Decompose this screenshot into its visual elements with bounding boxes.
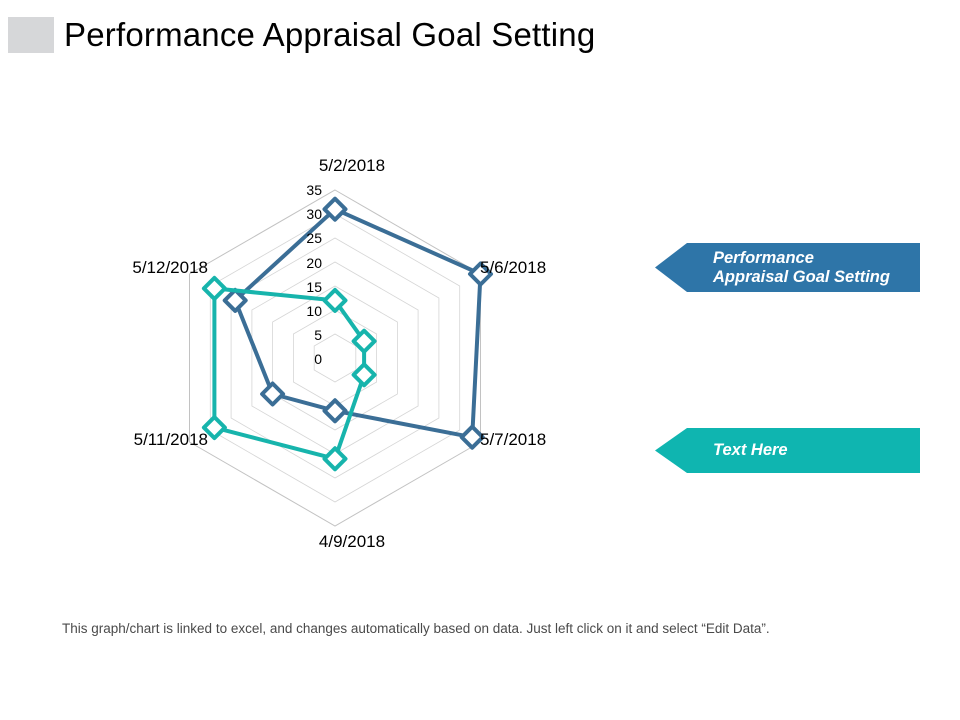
radar-chart: 35 30 25 20 15 10 5 0 5/2/2018 5/6/2018 5/7/2018 4…	[60, 150, 630, 580]
footer-note: This graph/chart is linked to excel, and…	[62, 621, 770, 636]
category-label-5-12-2018: 5/12/2018	[132, 258, 208, 277]
radial-tick-label: 5	[314, 327, 322, 344]
category-label-5-6-2018: 5/6/2018	[480, 258, 547, 277]
category-label-5-2-2018: 5/2/2018	[318, 156, 386, 175]
radial-tick-label: 15	[306, 278, 322, 295]
radial-tick-label: 0	[314, 351, 322, 368]
banner-performance-appraisal[interactable]: Performance Appraisal Goal Setting	[655, 243, 920, 292]
radial-axis-tick-labels: 35 30 25 20 15 10 5 0	[288, 182, 322, 376]
category-label-5-11-2018: 5/11/2018	[133, 430, 208, 449]
title-accent-swatch	[8, 17, 54, 53]
banner-text-here-label: Text Here	[713, 441, 788, 459]
radial-tick-label: 25	[306, 230, 322, 247]
radial-tick-label: 30	[306, 206, 322, 223]
banner-text-here[interactable]: Text Here	[655, 428, 920, 473]
banner-performance-label: Performance Appraisal Goal Setting	[713, 248, 890, 286]
page-header: Performance Appraisal Goal Setting	[0, 0, 960, 72]
category-label-5-7-2018: 5/7/2018	[480, 430, 547, 449]
page-title: Performance Appraisal Goal Setting	[64, 16, 596, 53]
radial-tick-label: 10	[306, 302, 322, 319]
radial-tick-label: 20	[306, 254, 322, 271]
category-label-4-9-2018: 4/9/2018	[318, 532, 386, 551]
radar-chart-plot	[189, 189, 493, 527]
radial-tick-label: 35	[306, 182, 322, 198]
